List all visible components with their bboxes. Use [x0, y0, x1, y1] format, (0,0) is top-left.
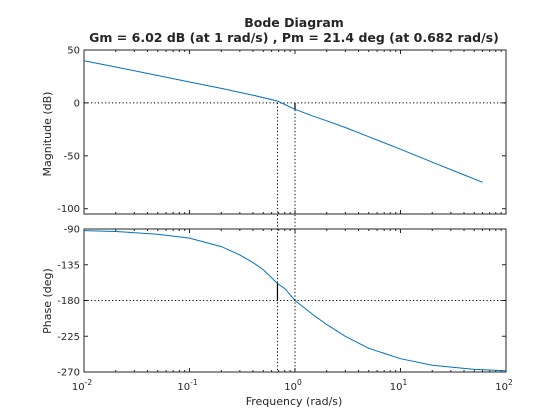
xtick-label-4: 102 — [495, 378, 513, 393]
phase-ytick-label-2: -180 — [57, 296, 80, 307]
phase-ytick-label-4: -270 — [57, 368, 80, 379]
x-axis-label: Frequency (rad/s) — [246, 395, 343, 408]
magnitude-curve-0 — [83, 60, 483, 183]
magnitude-ytick-label-2: -50 — [64, 151, 80, 162]
margin-markers — [276, 102, 296, 372]
phase-curve-0 — [83, 230, 507, 372]
xtick-base: 10 — [390, 382, 403, 393]
magnitude-ytick-label-1: 0 — [74, 98, 80, 109]
xtick-label-1: 10-1 — [177, 378, 197, 393]
xtick-base: 10 — [495, 382, 508, 393]
phase-ylabel: Phase (deg) — [41, 268, 54, 334]
xtick-base: 10 — [72, 382, 85, 393]
magnitude-plot: 50 0 -50 -100 — [57, 46, 507, 215]
xtick-base: 10 — [177, 382, 190, 393]
magnitude-ylabel: Magnitude (dB) — [41, 92, 54, 177]
xtick-exponent: 0 — [297, 378, 302, 387]
chart-subtitle: Gm = 6.02 dB (at 1 rad/s) , Pm = 21.4 de… — [89, 30, 499, 45]
phase-ytick-label-0: -90 — [64, 225, 80, 236]
xtick-exponent: -1 — [190, 378, 198, 387]
magnitude-ytick-label-3: -100 — [57, 204, 80, 215]
magnitude-ytick-label-0: 50 — [67, 46, 80, 57]
xtick-exponent: -2 — [85, 378, 93, 387]
xtick-label-3: 101 — [390, 378, 408, 393]
phase-ytick-label-1: -135 — [57, 260, 80, 271]
xtick-base: 10 — [284, 382, 297, 393]
xtick-exponent: 2 — [508, 378, 513, 387]
chart-title: Bode Diagram — [244, 15, 344, 30]
xtick-label-2: 100 — [284, 378, 302, 393]
xtick-label-0: 10-2 — [72, 378, 92, 393]
phase-ytick-label-3: -225 — [57, 332, 80, 343]
xtick-exponent: 1 — [402, 378, 407, 387]
